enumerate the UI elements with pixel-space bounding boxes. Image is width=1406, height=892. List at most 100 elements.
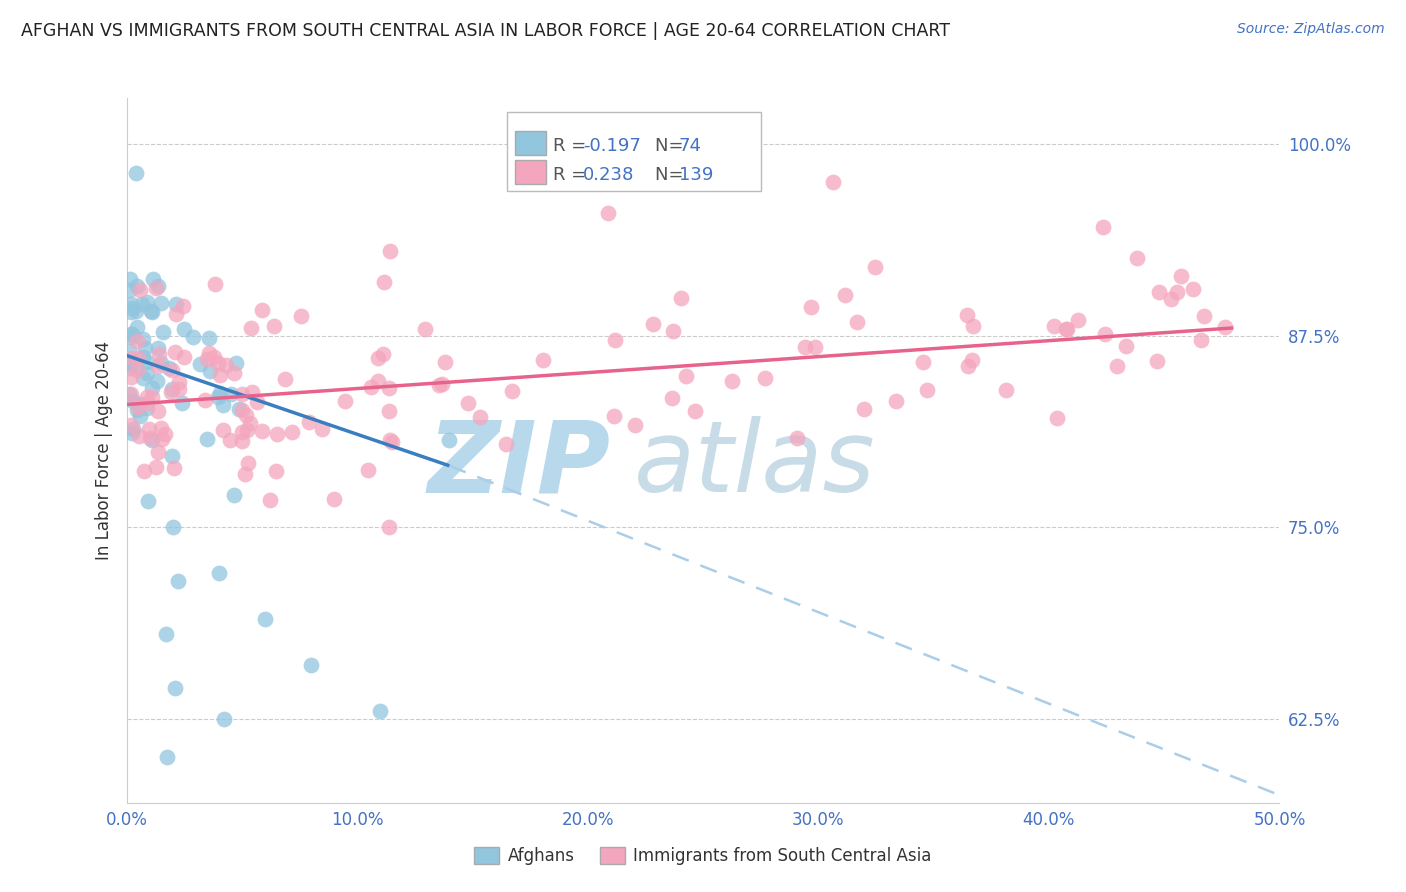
Point [299,657,322,672]
Point [148,279,170,293]
Point [162,520,184,534]
Point [884,394,907,409]
Point [156,749,179,764]
Point [121,327,143,342]
Point [121,301,143,315]
Point [377,403,399,417]
Point [1126,252,1149,266]
Point [120,305,142,319]
Point [125,320,148,334]
Point [373,347,395,361]
Point [153,426,176,441]
Point [1191,333,1213,347]
Point [136,355,159,369]
Point [165,297,187,311]
Y-axis label: In Labor Force | Age 20-64: In Labor Force | Age 20-64 [94,341,112,560]
Point [162,382,184,396]
Point [231,434,253,449]
Text: N=: N= [655,136,689,154]
Text: R =: R = [554,166,592,184]
Point [195,352,218,367]
Point [432,377,454,392]
Point [378,520,401,534]
Point [120,297,142,311]
Point [333,394,356,409]
Point [120,271,142,285]
Point [141,433,163,447]
Point [145,459,167,474]
Point [212,398,235,412]
Point [259,492,281,507]
Point [367,374,389,388]
Point [786,431,808,445]
Point [246,395,269,409]
Point [198,331,221,345]
Point [683,403,706,417]
Point [163,345,186,359]
Point [821,175,844,189]
Point [122,394,145,409]
Point [146,359,169,373]
Point [231,387,253,401]
Point [207,390,229,404]
Point [149,421,172,435]
Point [135,395,157,409]
Point [468,410,491,425]
Point [160,384,183,399]
Point [160,449,183,463]
Point [1105,359,1128,373]
Point [845,315,868,329]
Text: ZIP: ZIP [427,416,610,513]
Legend: Afghans, Immigrants from South Central Asia: Afghans, Immigrants from South Central A… [468,840,938,872]
Point [238,456,260,470]
Point [360,380,382,394]
Point [125,166,148,180]
Point [145,374,167,388]
Point [377,381,399,395]
Point [121,425,143,440]
Point [1181,282,1204,296]
Point [661,392,683,406]
Point [194,393,217,408]
Point [208,566,231,580]
Point [1115,339,1137,353]
Point [121,330,143,344]
Point [138,421,160,435]
Point [128,409,150,423]
Point [138,493,160,508]
Point [127,363,149,377]
Point [131,332,153,346]
Point [624,417,647,432]
Point [661,324,683,338]
Point [207,356,229,370]
Point [173,322,195,336]
Point [233,467,256,481]
Point [198,345,221,359]
Point [311,422,333,436]
Point [250,424,273,438]
Point [146,403,169,417]
Point [367,351,389,366]
Point [125,279,148,293]
Point [121,422,143,436]
Point [457,396,479,410]
Point [1160,292,1182,306]
Point [368,704,391,718]
Text: 0.238: 0.238 [583,166,634,184]
Text: R =: R = [554,136,592,154]
Point [598,206,620,220]
Point [120,351,142,366]
Point [671,291,693,305]
Point [155,627,177,641]
Point [863,260,886,274]
Point [141,390,163,404]
Point [142,272,165,286]
Point [169,383,191,397]
Point [281,425,304,439]
Point [803,340,825,354]
Point [239,321,262,335]
Point [263,319,285,334]
Point [219,387,242,401]
Point [125,334,148,349]
Point [127,400,149,414]
